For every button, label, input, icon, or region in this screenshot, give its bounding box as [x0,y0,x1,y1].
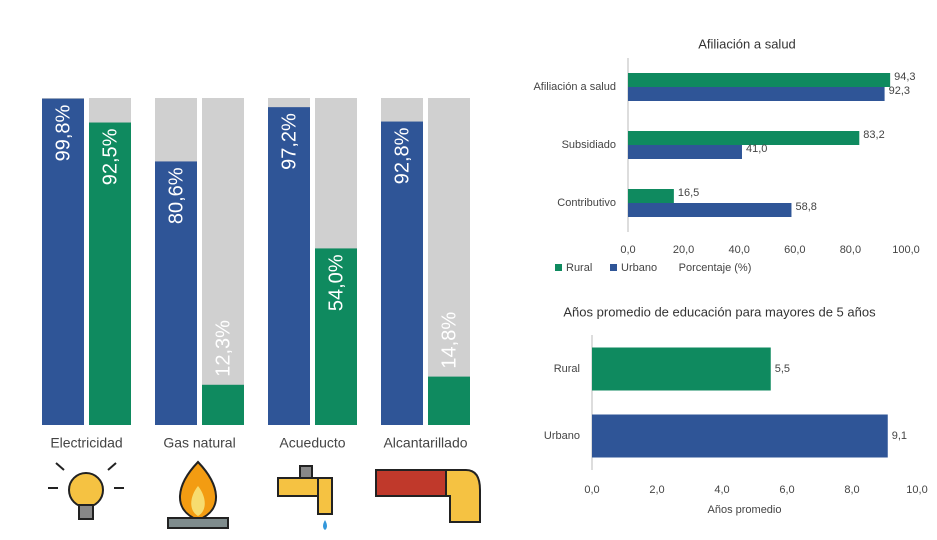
icon-bulb [48,462,124,520]
legend-swatch [555,264,562,271]
x-tick-label: 4,0 [714,484,729,496]
value-label: 41,0 [746,143,767,155]
bar [628,73,891,87]
x-tick-label: 20,0 [673,244,694,256]
value-label: 14,8% [438,312,460,369]
bar [202,384,244,425]
bar [592,414,888,458]
x-tick-label: 2,0 [649,484,664,496]
value-label: 92,8% [391,127,413,184]
value-label: 83,2 [863,129,884,141]
bar [628,189,674,203]
chart-title: Años promedio de educación para mayores … [563,304,876,319]
bar [628,131,860,145]
x-tick-label: 100,0 [892,244,920,256]
value-label: 92,5% [99,128,121,185]
x-tick-label: Acueducto [279,435,345,451]
value-label: 80,6% [165,167,187,224]
value-label: 97,2% [278,113,300,170]
value-label: 5,5 [775,363,790,375]
value-label: 58,8 [795,201,816,213]
x-tick-label: 0,0 [620,244,635,256]
bar-background [202,98,244,425]
bar [42,98,84,426]
x-tick-label: Alcantarillado [383,435,467,451]
bar [89,122,131,426]
x-axis-label: Porcentaje (%) [679,262,752,274]
bar [428,376,470,425]
value-label: 92,3 [889,85,910,97]
bar [628,87,885,101]
x-tick-label: 60,0 [784,244,805,256]
legend-swatch [610,264,617,271]
y-tick-label: Afiliación a salud [533,81,616,93]
bar [381,121,423,425]
x-tick-label: 0,0 [584,484,599,496]
bar [628,203,792,217]
bar [592,347,771,391]
y-tick-label: Urbano [544,430,580,442]
value-label: 54,0% [325,254,347,311]
bar [315,248,357,425]
x-tick-label: Electricidad [50,435,122,451]
icon-flame [167,460,229,529]
legend-label: Rural [566,262,592,274]
bar [628,145,742,159]
icon-pipe [375,469,481,523]
bar [268,107,310,425]
value-label: 99,8% [52,104,74,161]
x-tick-label: 80,0 [840,244,861,256]
x-tick-label: 6,0 [779,484,794,496]
value-label: 12,3% [212,320,234,377]
y-tick-label: Subsidiado [562,139,616,151]
bar [155,161,197,426]
value-label: 16,5 [678,187,699,199]
x-tick-label: 10,0 [906,484,927,496]
icon-faucet [277,465,333,530]
bar-background [428,98,470,425]
x-tick-label: 40,0 [728,244,749,256]
value-label: 94,3 [894,71,915,83]
chart-title: Afiliación a salud [698,36,796,51]
legend-label: Urbano [621,262,657,274]
x-axis-label: Años promedio [708,504,782,516]
x-tick-label: 8,0 [844,484,859,496]
value-label: 9,1 [892,430,907,442]
y-tick-label: Rural [554,363,580,375]
x-tick-label: Gas natural [163,435,235,451]
y-tick-label: Contributivo [557,197,616,209]
